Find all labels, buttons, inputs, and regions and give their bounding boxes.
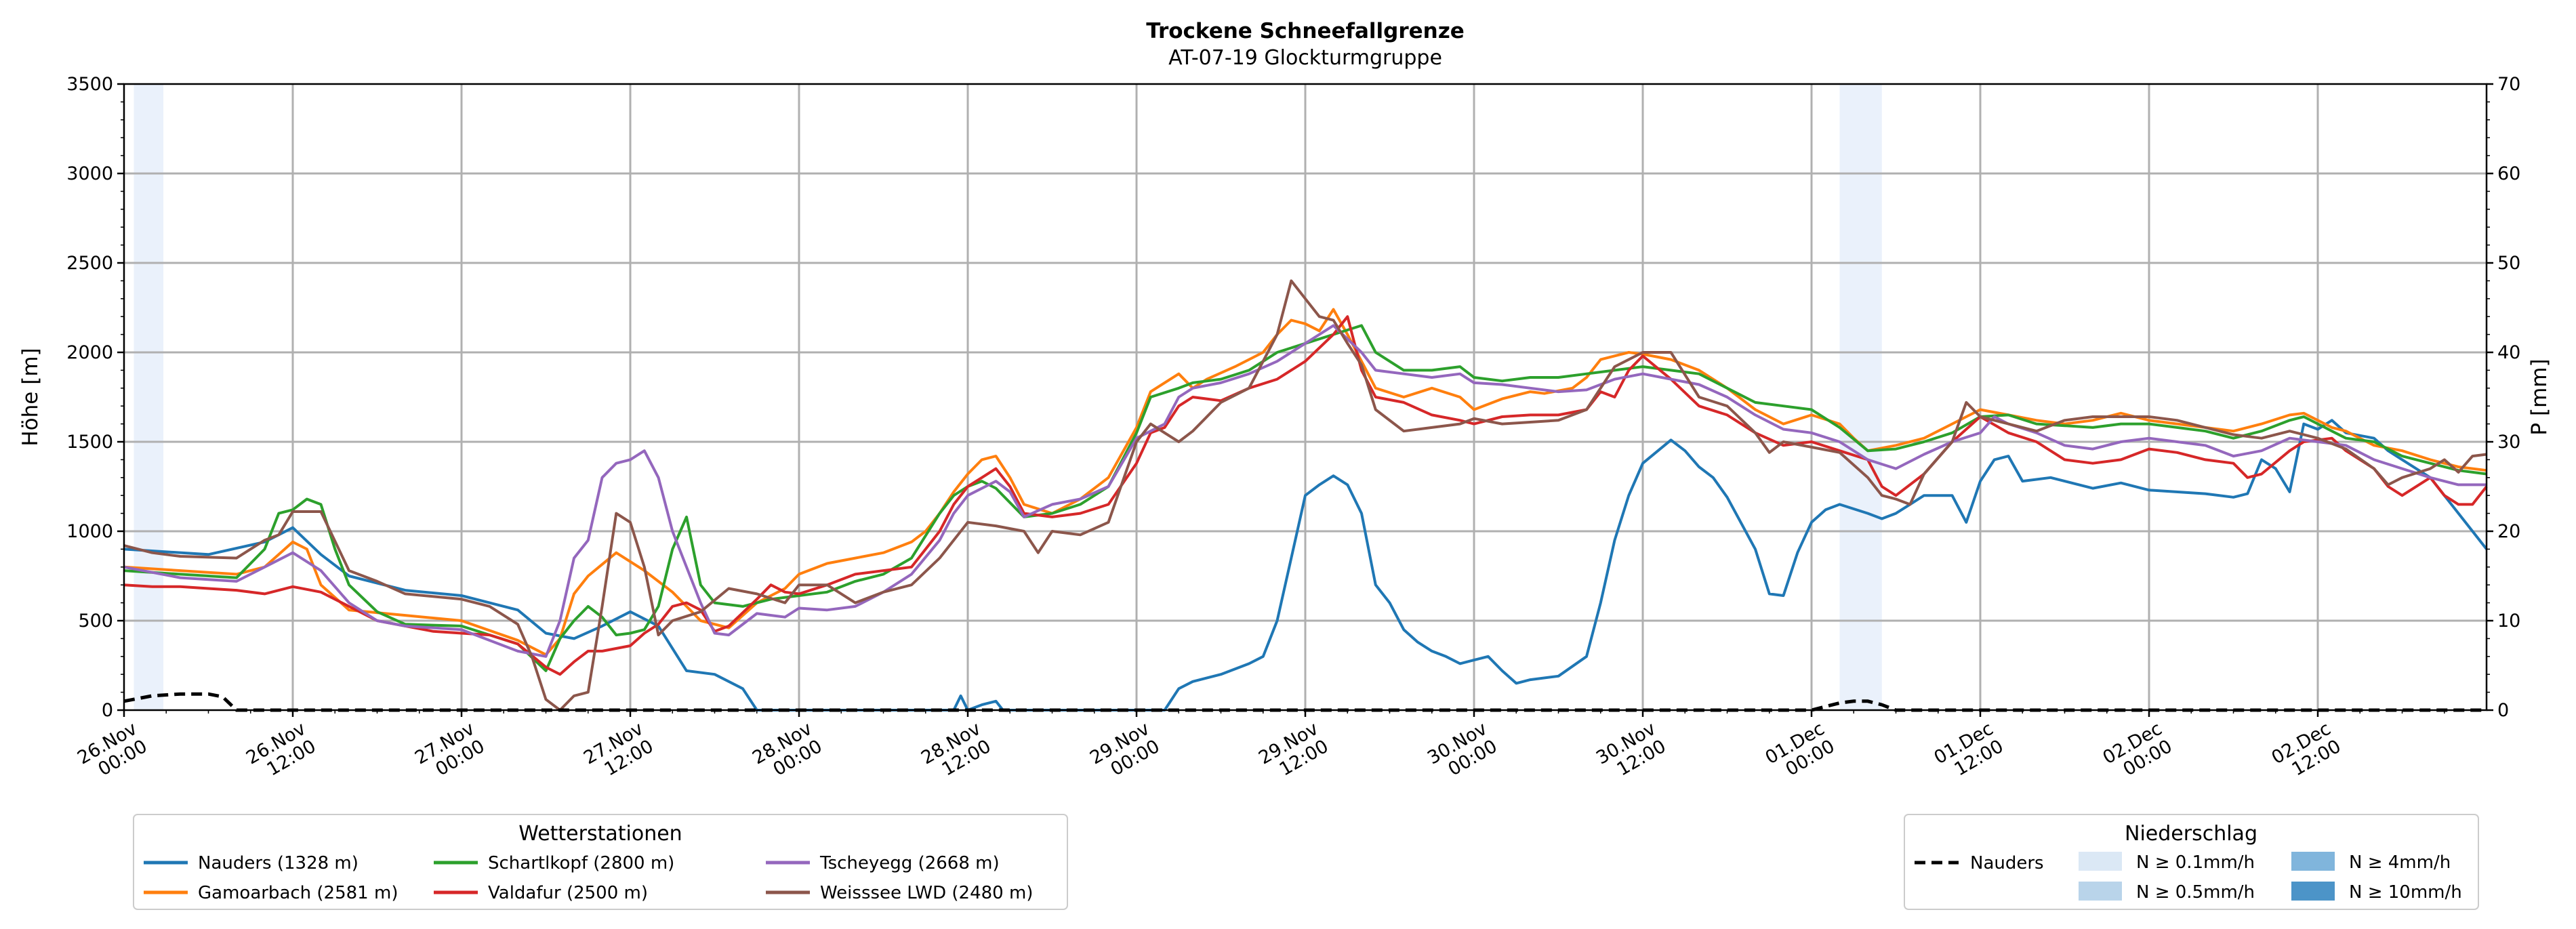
y-right-tick-label-7: 70 <box>2497 74 2520 95</box>
legend-precip-line-label: Nauders <box>1970 853 2044 873</box>
precip-line-0 <box>123 692 2487 712</box>
y-left-tick-label-1: 500 <box>78 611 113 632</box>
y-right-tick-label-6: 60 <box>2497 163 2520 184</box>
legend-label-4: Tscheyegg (2668 m) <box>819 853 1000 873</box>
series-layer <box>123 279 2488 711</box>
y-left-tick-label-7: 3500 <box>66 74 113 95</box>
legend-label-3: Valdafur (2500 m) <box>488 883 648 903</box>
legend-label-0: Nauders (1328 m) <box>198 853 359 873</box>
x-tick-label-8: 30.Nov00:00 <box>1424 718 1500 787</box>
legend-label-5: Weisssee LWD (2480 m) <box>820 883 1033 903</box>
x-tick-label-13: 02.Dec12:00 <box>2268 718 2345 786</box>
legend-stations: Wetterstationen Nauders (1328 m) Gamoarba… <box>133 814 1068 910</box>
series-line-3 <box>123 315 2488 676</box>
precip-bin-swatch-2 <box>2291 852 2335 871</box>
legend-precip-frame <box>1904 814 2479 910</box>
precip-bin-swatch-3 <box>2291 882 2335 901</box>
series-line-4 <box>123 324 2487 658</box>
y-left-tick-label-4: 2000 <box>66 342 113 363</box>
legend-stations-title: Wetterstationen <box>518 822 682 846</box>
y-axis-right: 0 10 20 30 40 50 60 70 <box>2487 74 2520 721</box>
chart-title: Trockene Schneefallgrenze <box>1146 19 1465 43</box>
y-right-tick-label-5: 50 <box>2497 253 2520 274</box>
y-axis-left-label: Höhe [m] <box>18 348 43 446</box>
x-tick-label-12: 02.Dec00:00 <box>2100 718 2176 786</box>
series-line-5 <box>123 279 2487 711</box>
y-left-tick-label-6: 3000 <box>66 163 113 184</box>
chart-subtitle: AT-07-19 Glockturmgruppe <box>1168 46 1442 70</box>
x-tick-label-6: 29.Nov00:00 <box>1086 718 1163 787</box>
x-tick-label-3: 27.Nov12:00 <box>580 718 657 787</box>
legend-label-2: Schartlkopf (2800 m) <box>488 853 674 873</box>
precip-shading-band-1 <box>1839 84 1882 710</box>
y-left-tick-label-5: 2500 <box>66 253 113 274</box>
precip-bin-label-0: N ≥ 0.1mm/h <box>2136 852 2255 873</box>
legend-precip: Niederschlag Nauders N ≥ 0.1mm/h N ≥ 0.5m… <box>1904 814 2479 910</box>
y-right-tick-label-1: 10 <box>2497 611 2520 632</box>
series-line-2 <box>123 324 2487 672</box>
precip-shading-band-0 <box>134 84 164 710</box>
grid-layer <box>124 84 2487 710</box>
x-tick-label-2: 27.Nov00:00 <box>411 718 488 787</box>
legend-precip-title: Niederschlag <box>2125 822 2257 846</box>
x-tick-label-11: 01.Dec12:00 <box>1931 718 2007 786</box>
y-left-tick-label-3: 1500 <box>66 432 113 453</box>
y-right-tick-label-3: 30 <box>2497 432 2520 453</box>
y-left-tick-label-0: 0 <box>102 700 113 721</box>
y-right-tick-label-2: 20 <box>2497 521 2520 542</box>
precip-layer <box>123 692 2487 712</box>
legend-label-1: Gamoarbach (2581 m) <box>198 883 398 903</box>
series-line-0 <box>123 419 2488 711</box>
y-right-tick-label-4: 40 <box>2497 342 2520 363</box>
precip-shading-layer <box>134 84 1882 710</box>
y-axis-left: 0 500 1000 1500 2000 2500 3000 3500 <box>66 74 124 721</box>
x-tick-label-0: 26.Nov00:00 <box>74 718 150 787</box>
y-axis-right-label: P [mm] <box>2527 358 2552 435</box>
precip-bin-swatch-0 <box>2079 852 2122 871</box>
precip-bin-label-1: N ≥ 0.5mm/h <box>2136 882 2255 903</box>
x-tick-label-10: 01.Dec00:00 <box>1762 718 1839 786</box>
legend-precip-bins: N ≥ 0.1mm/h N ≥ 0.5mm/h N ≥ 4mm/h N ≥ 10mm/… <box>2079 852 2462 903</box>
x-axis: 26.Nov00:00 26.Nov12:00 27.Nov00:00 27.Nov1… <box>74 710 2445 787</box>
legend-stations-entries: Nauders (1328 m) Gamoarbach (2581 m) Schar… <box>144 853 1033 903</box>
y-right-tick-label-0: 0 <box>2497 700 2509 721</box>
x-tick-label-5: 28.Nov12:00 <box>918 718 994 787</box>
precip-bin-label-2: N ≥ 4mm/h <box>2349 852 2451 873</box>
precip-bin-swatch-1 <box>2079 882 2122 901</box>
x-tick-label-9: 30.Nov12:00 <box>1593 718 1669 787</box>
legend-stations-frame <box>133 814 1068 910</box>
x-tick-label-7: 29.Nov12:00 <box>1255 718 1332 787</box>
y-left-tick-label-2: 1000 <box>66 521 113 542</box>
x-tick-label-1: 26.Nov12:00 <box>243 718 319 787</box>
x-tick-label-4: 28.Nov00:00 <box>749 718 825 787</box>
precip-bin-label-3: N ≥ 10mm/h <box>2349 882 2462 903</box>
